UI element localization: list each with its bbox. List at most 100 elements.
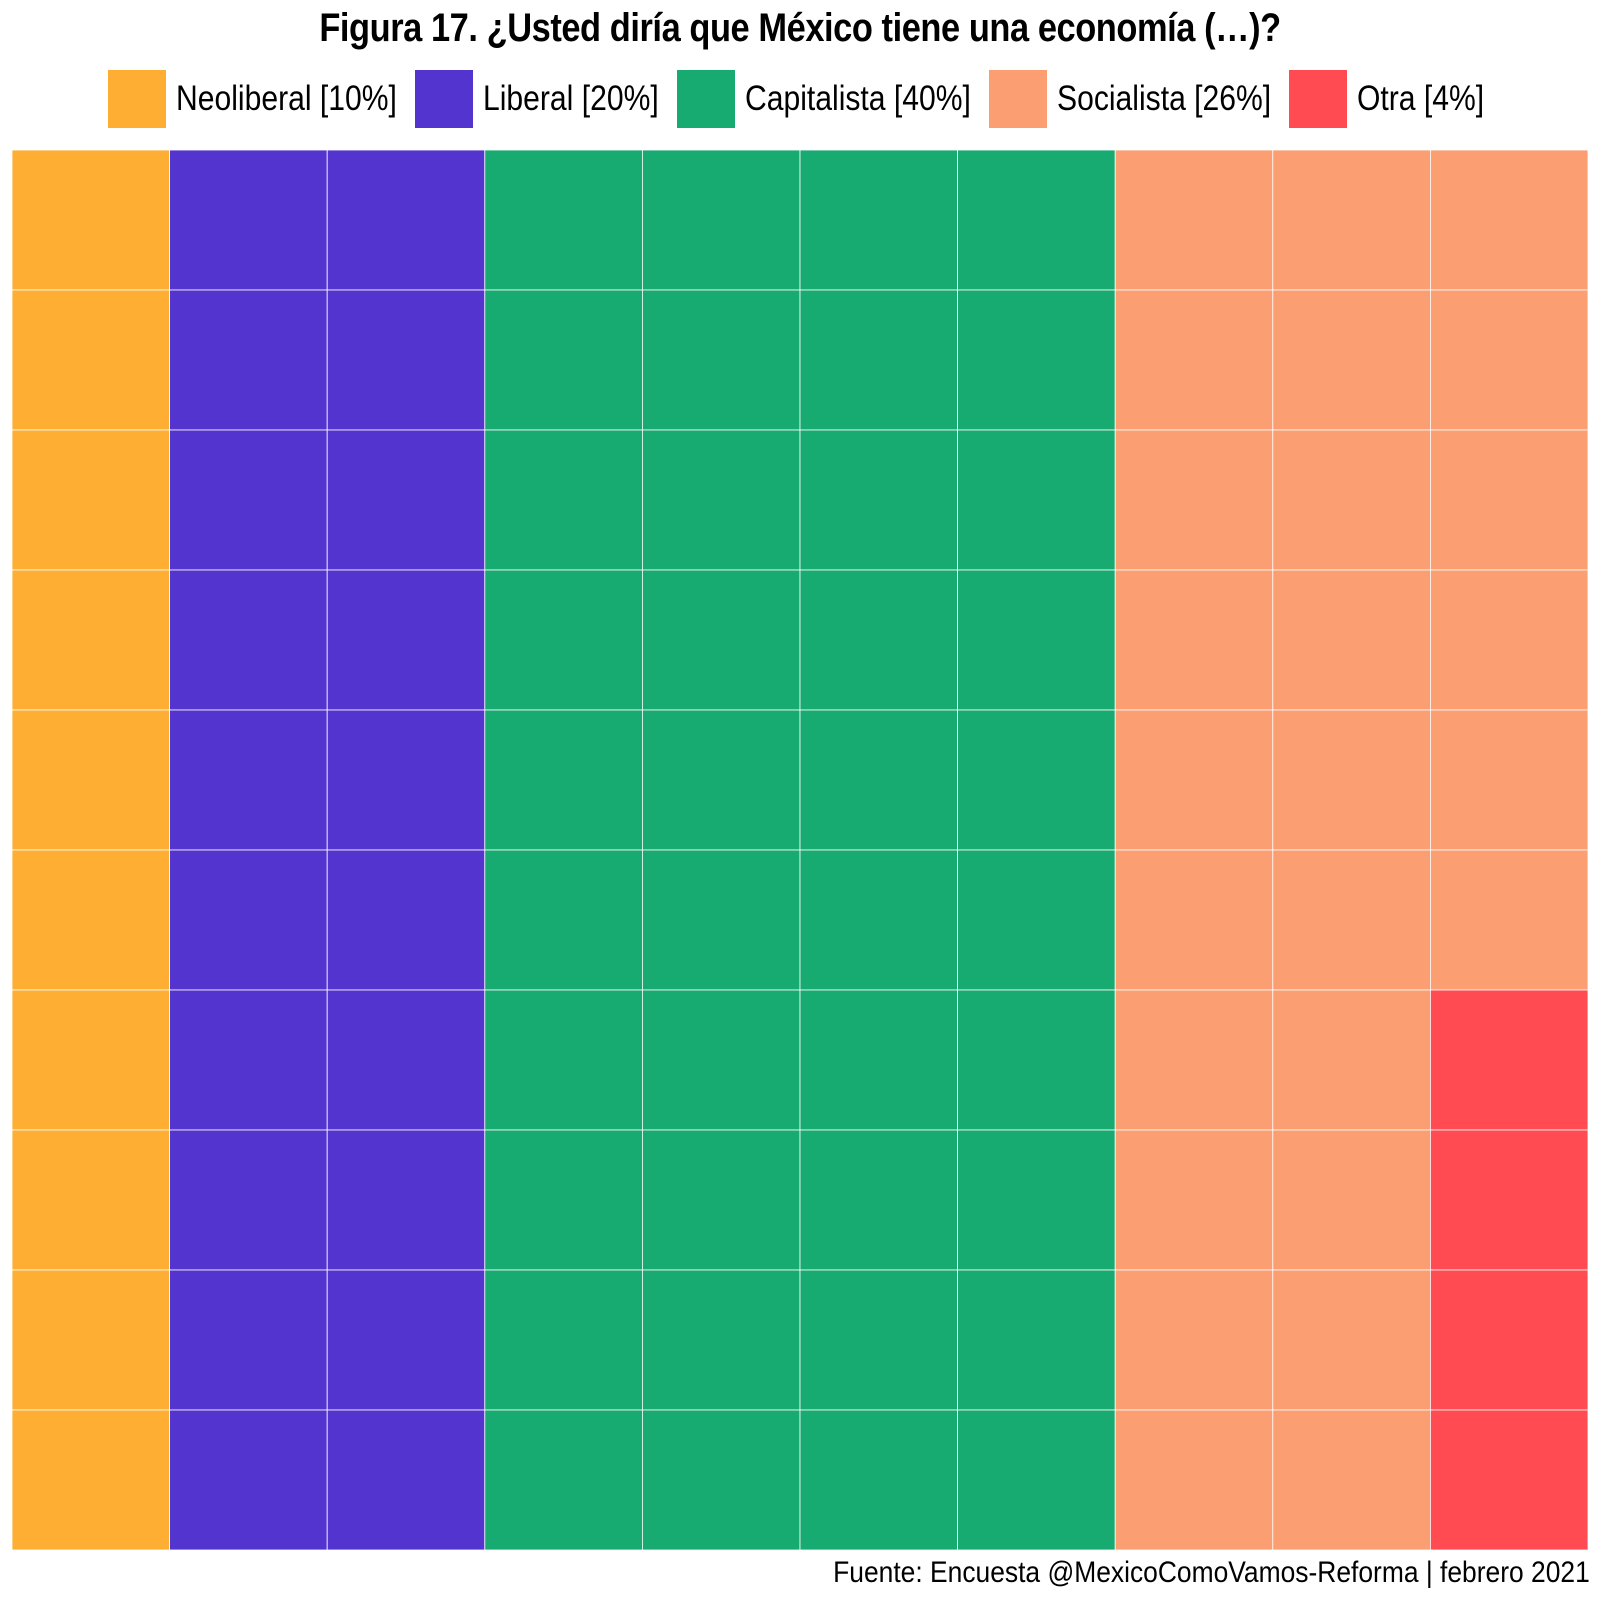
waffle-cell-socialista: [1272, 709, 1431, 851]
waffle-cell-socialista: [1272, 429, 1431, 571]
waffle-cell-socialista: [1272, 289, 1431, 431]
waffle-cell-capitalista: [799, 989, 959, 1131]
waffle-cell-capitalista: [642, 429, 801, 571]
waffle-cell-capitalista: [642, 1409, 801, 1550]
waffle-cell-socialista: [1430, 150, 1588, 291]
waffle-cell-capitalista: [799, 1269, 959, 1411]
waffle-cell-capitalista: [484, 150, 643, 291]
waffle-cell-capitalista: [642, 289, 801, 431]
waffle-cell-capitalista: [642, 989, 801, 1131]
waffle-cell-socialista: [1272, 989, 1431, 1131]
waffle-cell-capitalista: [957, 289, 1116, 431]
waffle-cell-capitalista: [799, 150, 959, 291]
waffle-cell-liberal: [169, 289, 328, 431]
waffle-cell-liberal: [169, 569, 328, 711]
waffle-cell-socialista: [1272, 849, 1431, 991]
legend-label: Liberal [20%]: [482, 79, 659, 118]
waffle-cell-socialista: [1114, 709, 1274, 851]
waffle-cell-socialista: [1430, 289, 1588, 431]
waffle-cell-capitalista: [957, 1129, 1116, 1271]
waffle-cell-capitalista: [484, 1409, 643, 1550]
waffle-cell-socialista: [1114, 989, 1274, 1131]
waffle-cell-liberal: [169, 1409, 328, 1550]
waffle-cell-neoliberal: [12, 849, 171, 991]
waffle-cell-capitalista: [484, 849, 643, 991]
waffle-cell-capitalista: [799, 429, 959, 571]
waffle-cell-otra: [1430, 1129, 1588, 1271]
waffle-cell-capitalista: [484, 289, 643, 431]
waffle-cell-liberal: [326, 989, 486, 1131]
waffle-cell-liberal: [326, 569, 486, 711]
waffle-cell-capitalista: [484, 1269, 643, 1411]
legend-swatch: [676, 70, 735, 128]
waffle-cell-capitalista: [484, 429, 643, 571]
legend-swatch: [1288, 70, 1347, 128]
waffle-cell-liberal: [326, 849, 486, 991]
waffle-chart: [12, 150, 1588, 1550]
waffle-cell-liberal: [169, 709, 328, 851]
waffle-cell-neoliberal: [12, 569, 171, 711]
waffle-cell-capitalista: [799, 709, 959, 851]
waffle-cell-capitalista: [799, 569, 959, 711]
legend-item-otra: Otra [4%]: [1288, 70, 1492, 128]
waffle-cell-capitalista: [957, 429, 1116, 571]
waffle-cell-capitalista: [484, 569, 643, 711]
waffle-cell-capitalista: [484, 989, 643, 1131]
waffle-cell-neoliberal: [12, 289, 171, 431]
waffle-cell-capitalista: [799, 289, 959, 431]
waffle-cell-liberal: [169, 429, 328, 571]
waffle-cell-liberal: [169, 1269, 328, 1411]
legend-item-liberal: Liberal [20%]: [414, 70, 667, 128]
legend: Neoliberal [10%] Liberal [20%] Capitalista…: [0, 70, 1600, 128]
waffle-cell-socialista: [1430, 709, 1588, 851]
waffle-cell-neoliberal: [12, 989, 171, 1131]
waffle-cell-capitalista: [642, 849, 801, 991]
legend-item-socialista: Socialista [26%]: [988, 70, 1279, 128]
waffle-cell-capitalista: [484, 1129, 643, 1271]
waffle-cell-socialista: [1430, 849, 1588, 991]
waffle-cell-socialista: [1114, 289, 1274, 431]
waffle-cell-capitalista: [799, 1409, 959, 1550]
waffle-cell-socialista: [1114, 1409, 1274, 1550]
waffle-cell-otra: [1430, 1269, 1588, 1411]
waffle-cell-capitalista: [799, 849, 959, 991]
waffle-cell-capitalista: [957, 150, 1116, 291]
legend-label: Capitalista [40%]: [744, 79, 971, 118]
waffle-cell-socialista: [1272, 1129, 1431, 1271]
waffle-cell-capitalista: [957, 849, 1116, 991]
waffle-cell-otra: [1430, 989, 1588, 1131]
legend-label: Socialista [26%]: [1056, 79, 1271, 118]
waffle-cell-socialista: [1114, 849, 1274, 991]
waffle-cell-socialista: [1114, 569, 1274, 711]
waffle-cell-capitalista: [957, 569, 1116, 711]
waffle-cell-liberal: [326, 1409, 486, 1550]
waffle-cell-liberal: [169, 849, 328, 991]
legend-label: Otra [4%]: [1356, 79, 1484, 118]
waffle-cell-socialista: [1114, 1129, 1274, 1271]
waffle-cell-capitalista: [957, 1409, 1116, 1550]
waffle-cell-liberal: [169, 150, 328, 291]
waffle-cell-capitalista: [642, 1269, 801, 1411]
waffle-cell-capitalista: [957, 989, 1116, 1131]
waffle-cell-capitalista: [957, 1269, 1116, 1411]
waffle-cell-liberal: [326, 289, 486, 431]
waffle-cell-capitalista: [957, 709, 1116, 851]
legend-item-neoliberal: Neoliberal [10%]: [108, 70, 405, 128]
waffle-cell-neoliberal: [12, 709, 171, 851]
waffle-cell-liberal: [326, 429, 486, 571]
legend-swatch: [108, 70, 167, 128]
waffle-cell-neoliberal: [12, 1269, 171, 1411]
waffle-cell-neoliberal: [12, 1129, 171, 1271]
waffle-cell-otra: [1430, 1409, 1588, 1550]
waffle-cell-capitalista: [484, 709, 643, 851]
waffle-cell-socialista: [1114, 150, 1274, 291]
legend-swatch: [414, 70, 473, 128]
legend-swatch: [988, 70, 1047, 128]
waffle-cell-capitalista: [642, 150, 801, 291]
waffle-cell-liberal: [169, 989, 328, 1131]
waffle-cell-socialista: [1272, 1269, 1431, 1411]
legend-item-capitalista: Capitalista [40%]: [676, 70, 979, 128]
waffle-cell-liberal: [326, 1269, 486, 1411]
source-note: Fuente: Encuesta @MexicoComoVamos-Reform…: [833, 1556, 1590, 1589]
chart-title: Figura 17. ¿Usted diría que México tiene…: [319, 6, 1281, 50]
